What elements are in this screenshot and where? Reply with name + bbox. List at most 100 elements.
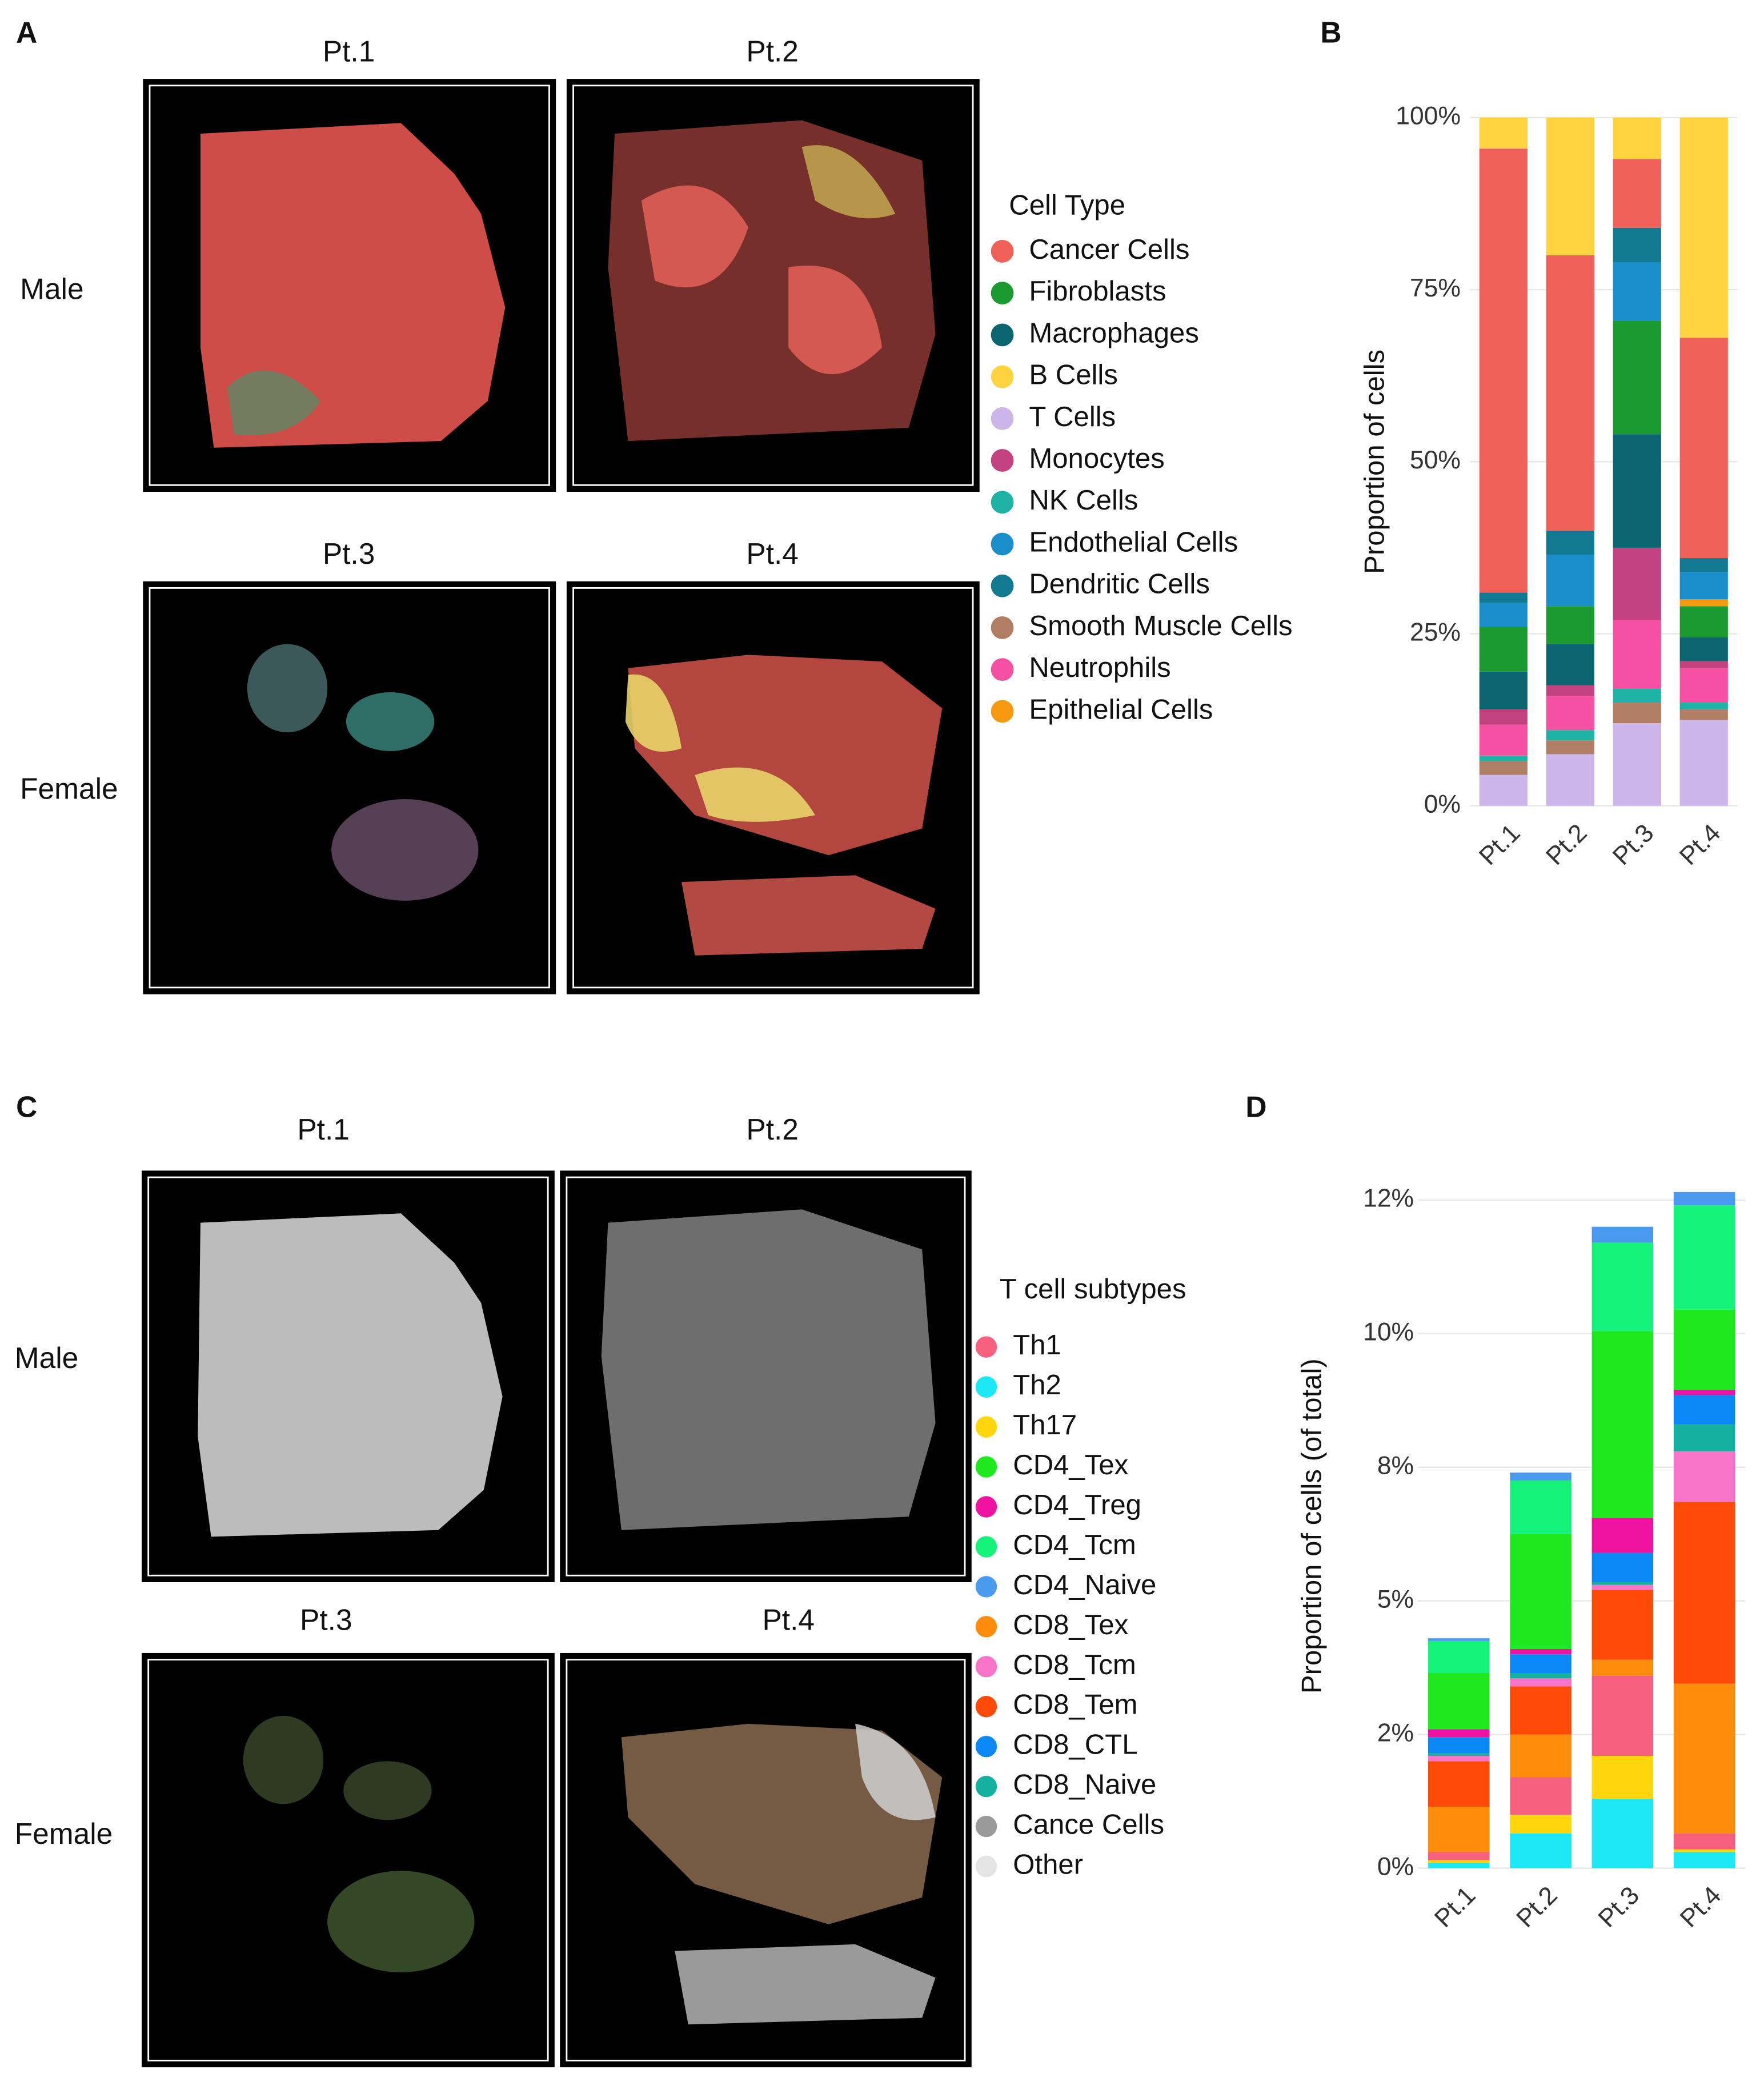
panel-label: B [1320,16,1341,49]
legend-swatch [975,1696,997,1718]
image-border [149,85,550,486]
bar-segment [1613,117,1661,159]
legend-label: Cancer Cells [1029,234,1189,265]
tissue [227,370,321,436]
legend-swatch [991,282,1014,305]
bar-segment [1510,1777,1571,1815]
tissue [247,644,328,733]
image-title: Pt.1 [297,1113,350,1146]
image-title: Pt.3 [300,1603,352,1636]
image [141,1652,555,2068]
bar-segment [1673,1205,1735,1310]
legend-label: Endothelial Cells [1029,527,1238,557]
bar-segment [1479,724,1528,756]
bar-segment [1428,1756,1490,1762]
bar-segment [1510,1481,1571,1534]
legend-swatch [991,658,1014,681]
legend-swatch [991,700,1014,723]
tissue [343,1761,432,1820]
bar-segment [1510,1833,1571,1868]
bar-segment [1591,1226,1654,1243]
legend-swatch [975,1336,997,1358]
legend-swatch [975,1376,997,1398]
bar-segment [1673,1309,1735,1390]
legend-label: Epithelial Cells [1029,694,1213,725]
bar-segment [1673,1192,1735,1206]
legend-swatch [991,240,1014,263]
bar-segment [1428,1737,1490,1754]
bar-segment [1613,320,1661,435]
legend-label: CD4_Tcm [1013,1530,1136,1561]
bar-segment [1591,1518,1654,1553]
y-axis-label: Proportion of cells (of total) [1297,1358,1328,1694]
legend-swatch [991,449,1014,472]
legend-title: Cell Type [1009,190,1125,221]
legend-swatch [975,1536,997,1558]
y-tick-label: 100% [1396,102,1461,130]
bar-segment [1613,723,1661,806]
legend-swatch [991,616,1014,639]
y-tick-label: 12% [1363,1185,1414,1213]
legend-label: CD8_Tcm [1013,1650,1136,1680]
x-tick-label: Pt.4 [1675,1881,1727,1933]
image-title: Pt.2 [746,34,799,67]
bar-segment [1479,755,1528,761]
bar-segment [1679,606,1728,637]
bar-segment [1679,661,1728,668]
bar-segment [1546,555,1594,607]
bar-segment [1510,1678,1571,1687]
legend-label: T Cells [1029,402,1116,432]
legend-swatch [991,365,1014,388]
bar-segment [1428,1638,1490,1641]
bar-segment [1546,730,1594,741]
bar-segment [1613,620,1661,689]
bar-segment [1673,1849,1735,1852]
bar-segment [1479,775,1528,806]
tissue [331,799,479,901]
image-border [147,1176,549,1576]
tissue [641,185,882,375]
bar-segment [1673,1502,1735,1684]
bar-segment [1510,1686,1571,1735]
legend-swatch [975,1576,997,1598]
bar-segment [1679,572,1728,600]
y-tick-label: 0% [1377,1852,1414,1880]
legend-swatch [975,1456,997,1478]
panel-label: A [16,16,37,49]
y-tick-label: 8% [1377,1451,1414,1479]
image-border [566,1176,966,1576]
legend-label: Neutrophils [1029,652,1170,683]
tissue [625,674,816,822]
bar-segment [1613,227,1661,262]
legend-swatch [975,1656,997,1678]
tissue [198,1213,503,1537]
y-tick-label: 0% [1424,790,1461,818]
image-border [572,85,974,486]
bar-segment [1673,1852,1735,1868]
bar-segment [1613,547,1661,620]
tissue [801,145,896,219]
image-border [147,1659,549,2061]
legend-label: CD4_Tex [1013,1450,1128,1481]
tissue [601,1209,936,1530]
bar-segment [1546,530,1594,555]
bar-segment [1479,627,1528,672]
bar-segment [1428,1852,1490,1860]
bar-segment [1510,1648,1571,1655]
legend-swatch [991,323,1014,347]
y-tick-label: 5% [1377,1585,1414,1613]
bar-segment [1428,1753,1490,1756]
tissue-images-a [143,79,980,994]
bar-segment [1679,117,1728,338]
image-border [572,587,974,989]
y-tick-label: 2% [1377,1719,1414,1747]
legend-label: Dendritic Cells [1029,569,1210,600]
bar-segment [1673,1683,1735,1834]
bar-segment [1591,1331,1654,1518]
legend-label: B Cells [1029,360,1118,391]
bar-segment [1673,1395,1735,1425]
row-label: Male [20,272,84,306]
bar-segment [1510,1734,1571,1778]
